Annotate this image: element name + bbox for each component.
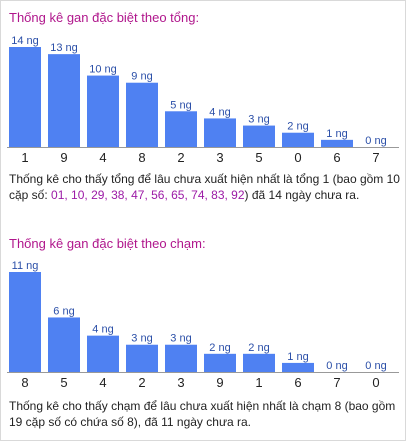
category-label-7: 7	[333, 375, 340, 390]
category-label-3: 3	[216, 150, 223, 165]
value-label-5: 6 ng	[53, 305, 74, 317]
bar-6	[282, 362, 314, 372]
bar-1	[243, 353, 275, 372]
category-label-2: 2	[138, 375, 145, 390]
category-label-9: 9	[60, 150, 67, 165]
bar-9	[48, 54, 80, 148]
category-label-4: 4	[99, 375, 106, 390]
value-label-8: 9 ng	[131, 71, 152, 83]
value-label-2: 5 ng	[170, 99, 191, 111]
value-label-8: 11 ng	[12, 260, 39, 272]
category-label-0: 0	[372, 375, 379, 390]
bar-8	[9, 272, 41, 372]
bar-5	[48, 317, 80, 372]
category-label-6: 6	[294, 375, 301, 390]
value-label-9: 2 ng	[209, 342, 230, 354]
bar-3	[165, 344, 197, 372]
bar-2	[126, 344, 158, 372]
chart-title-tong: Thống kê gan đặc biệt theo tổng:	[9, 10, 200, 25]
category-label-0: 0	[294, 150, 301, 165]
bar-6	[321, 139, 353, 147]
value-label-2: 3 ng	[131, 333, 152, 345]
bar-9	[204, 353, 236, 372]
bar-4	[87, 335, 119, 372]
category-label-7: 7	[372, 150, 379, 165]
value-label-0: 2 ng	[287, 121, 308, 133]
value-label-4: 10 ng	[89, 64, 117, 76]
value-label-6: 1 ng	[287, 351, 308, 363]
bar-2	[165, 111, 197, 147]
chart-title-cham: Thống kê gan đặc biệt theo chạm:	[9, 236, 206, 251]
category-label-4: 4	[99, 150, 106, 165]
value-label-1: 2 ng	[248, 342, 269, 354]
description-tong-highlight: 01, 10, 29, 38, 47, 56, 65, 74, 83, 92	[51, 188, 245, 202]
value-label-0: 0 ng	[365, 360, 386, 372]
category-label-9: 9	[216, 375, 223, 390]
bar-0	[282, 132, 314, 147]
value-label-4: 4 ng	[92, 324, 113, 336]
category-label-1: 1	[21, 150, 28, 165]
category-label-1: 1	[255, 375, 262, 390]
description-tong-text-1: Thống kê cho thấy tổng để lâu chưa xuất …	[9, 172, 400, 202]
value-label-7: 0 ng	[326, 360, 347, 372]
bar-chart-tong: 14 ng 1 13 ng 9 10 ng 4 9 ng 8 5 ng 2 4 ng 3 3 ng 5 2 …	[7, 35, 399, 165]
category-label-6: 6	[333, 150, 340, 165]
category-label-5: 5	[60, 375, 67, 390]
category-label-8: 8	[21, 375, 28, 390]
category-label-3: 3	[177, 375, 184, 390]
category-label-5: 5	[255, 150, 262, 165]
value-label-5: 3 ng	[248, 114, 269, 126]
category-label-8: 8	[138, 150, 145, 165]
value-label-3: 3 ng	[170, 333, 191, 345]
value-label-3: 4 ng	[209, 106, 230, 118]
value-label-9: 13 ng	[50, 42, 78, 54]
description-cham: Thống kê cho thấy chạm để lâu chưa xuất …	[9, 399, 396, 429]
bar-1	[9, 47, 41, 147]
bar-8	[126, 82, 158, 147]
value-label-6: 1 ng	[326, 128, 347, 140]
bar-4	[87, 75, 119, 147]
description-tong: Thống kê cho thấy tổng để lâu chưa xuất …	[9, 171, 401, 203]
bar-5	[243, 125, 275, 147]
value-label-1: 14 ng	[11, 35, 39, 47]
bar-3	[204, 118, 236, 147]
description-tong-text-2: ) đã 14 ngày chưa ra.	[244, 188, 360, 202]
value-label-7: 0 ng	[365, 135, 386, 147]
category-label-2: 2	[177, 150, 184, 165]
